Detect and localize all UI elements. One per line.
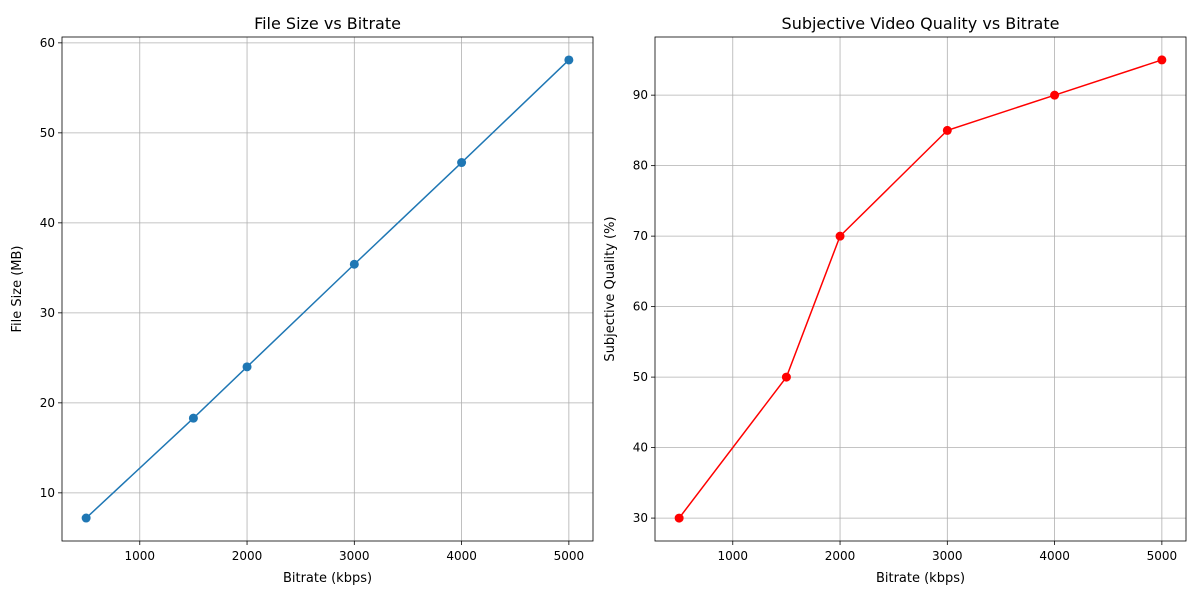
data-point (564, 55, 574, 65)
data-point (781, 372, 791, 382)
x-tick-label: 5000 (554, 549, 585, 563)
data-point (349, 259, 359, 269)
x-axis-label: Bitrate (kbps) (283, 571, 372, 586)
data-point (1157, 55, 1167, 65)
data-point (242, 362, 252, 372)
y-tick-label: 70 (633, 229, 648, 243)
x-tick-label: 3000 (339, 549, 370, 563)
x-tick-label: 4000 (1039, 549, 1070, 563)
x-tick-label: 2000 (825, 549, 856, 563)
data-point (1050, 90, 1060, 100)
chart-title: File Size vs Bitrate (254, 14, 401, 33)
quality-chart: Subjective Video Quality vs Bitrate Bitr… (603, 14, 1187, 586)
y-tick-label: 40 (40, 216, 55, 230)
x-tick-label: 5000 (1147, 549, 1178, 563)
data-point (942, 125, 952, 135)
y-tick-label: 50 (40, 126, 55, 140)
x-tick-label: 3000 (932, 549, 963, 563)
series-line (678, 59, 1163, 519)
data-point (674, 513, 684, 523)
chart-title: Subjective Video Quality vs Bitrate (782, 14, 1060, 33)
y-tick-label: 20 (40, 396, 55, 410)
data-point (835, 231, 845, 241)
x-axis-label: Bitrate (kbps) (876, 571, 965, 586)
data-point (81, 513, 91, 523)
data-point (457, 158, 467, 168)
plot-frame (654, 36, 1187, 542)
y-tick-label: 10 (40, 486, 55, 500)
y-tick-label: 90 (633, 88, 648, 102)
y-tick-label: 30 (40, 306, 55, 320)
y-tick-label: 60 (633, 300, 648, 314)
y-tick-label: 50 (633, 370, 648, 384)
data-point (188, 413, 198, 423)
y-tick-label: 80 (633, 159, 648, 173)
x-tick-label: 2000 (232, 549, 263, 563)
file-size-chart: File Size vs Bitrate Bitrate (kbps) File… (10, 14, 594, 586)
y-axis-label: File Size (MB) (10, 246, 25, 333)
plot-frame (61, 36, 594, 542)
series-line (85, 59, 570, 519)
x-tick-label: 1000 (124, 549, 155, 563)
y-tick-label: 60 (40, 36, 55, 50)
x-tick-label: 4000 (446, 549, 477, 563)
y-tick-label: 30 (633, 511, 648, 525)
x-tick-label: 1000 (717, 549, 748, 563)
y-axis-label: Subjective Quality (%) (603, 216, 618, 361)
y-tick-label: 40 (633, 441, 648, 455)
